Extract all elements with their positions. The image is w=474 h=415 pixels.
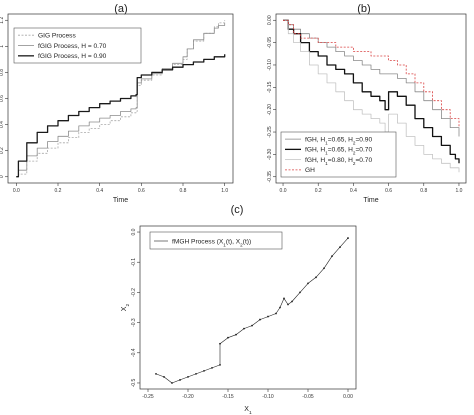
y-tick-label: 0.6 xyxy=(0,95,5,102)
y-tick-label: -0.20 xyxy=(267,104,273,116)
x-tick-label: 0.6 xyxy=(138,188,145,194)
series-line-2 xyxy=(283,19,460,173)
x-axis-title: Time xyxy=(113,197,128,204)
series-line-0 xyxy=(16,20,226,178)
data-point xyxy=(307,282,309,285)
x-tick-label: 0.6 xyxy=(385,188,392,194)
data-point xyxy=(339,246,341,249)
data-point xyxy=(219,363,221,366)
data-point xyxy=(323,267,325,270)
x-tick-label: -0.25 xyxy=(142,394,154,400)
series-line-0 xyxy=(155,237,349,384)
chart-panel-0: 0.0 0.2 0.4 0.6 0.8 1.0 0 0.2 0.4 0.6 0.8 1 1.2 Time G… xyxy=(0,13,234,204)
x-axis-title: X1 xyxy=(244,406,252,415)
legend-label: fGIG Process, H = 0.70 xyxy=(38,43,107,50)
chart-panel-1: 0.0 0.2 0.4 0.6 0.8 1.0 0.00 -0.05 -0.10 -0.15 -0.… xyxy=(267,13,467,204)
x-tick-label: -0.10 xyxy=(262,394,274,400)
series-line-1 xyxy=(283,19,460,164)
data-point xyxy=(315,276,317,279)
data-point xyxy=(163,376,165,378)
x-tick-label: 1.0 xyxy=(221,188,228,194)
y-tick-label: 0 xyxy=(0,175,5,178)
legend-label: GH xyxy=(305,167,315,174)
data-point xyxy=(195,373,197,375)
chart-panel-2: -0.25 -0.20 -0.15 -0.10 -0.05 0.00 -0.5 -0.4 -0.… xyxy=(121,225,357,415)
legend-label: GIG Process xyxy=(38,32,76,39)
x-tick-label: 0.0 xyxy=(13,188,20,194)
data-point xyxy=(235,333,237,336)
data-point xyxy=(275,312,277,315)
legend-box xyxy=(13,27,142,64)
y-tick-label: -0.30 xyxy=(267,148,273,160)
y-tick-label: -0.10 xyxy=(267,59,273,71)
x-tick-label: 1.0 xyxy=(455,188,462,194)
x-tick-label: 0.0 xyxy=(280,188,287,194)
x-axis-title: Time xyxy=(363,197,378,204)
x-tick-label: -0.20 xyxy=(182,394,194,400)
plot-frame xyxy=(275,13,467,184)
data-point xyxy=(251,324,253,327)
x-tick-label: 0.8 xyxy=(180,188,187,194)
y-tick-label: -0.25 xyxy=(267,126,273,138)
data-point xyxy=(155,373,157,375)
legend-label: fGH, H1=0.80, H2=0.70 xyxy=(305,157,372,166)
data-point xyxy=(347,237,349,239)
data-point xyxy=(279,306,281,309)
data-point xyxy=(299,291,301,294)
y-tick-label: 0.00 xyxy=(267,15,273,25)
plot-frame xyxy=(139,225,357,390)
x-tick-label: 0.2 xyxy=(315,188,322,194)
data-point xyxy=(283,297,285,300)
legend-box xyxy=(149,231,283,250)
legend-label: fGIG Process, H = 0.90 xyxy=(38,53,107,60)
y-tick-label: 0.0 xyxy=(131,228,137,235)
data-point xyxy=(211,366,213,369)
y-tick-label: 0.2 xyxy=(0,147,5,154)
y-tick-label: -0.2 xyxy=(131,288,137,297)
series-line-0 xyxy=(283,19,460,137)
legend-label: fMGH Process (X1(t), X2(t)) xyxy=(172,238,251,247)
y-tick-label: -0.4 xyxy=(131,348,137,357)
data-point xyxy=(219,342,221,345)
x-tick-label: 0.2 xyxy=(55,188,62,194)
y-tick-label: 0.8 xyxy=(0,69,5,76)
y-tick-label: -0.35 xyxy=(267,171,273,183)
x-tick-label: 0.8 xyxy=(420,188,427,194)
y-axis-title: X2 xyxy=(121,304,131,312)
x-tick-label: 0.4 xyxy=(96,188,103,194)
data-point xyxy=(203,369,205,372)
series-line-2 xyxy=(16,54,226,178)
legend-label: fGH, H1=0.65, H2=0.70 xyxy=(305,147,372,156)
data-point xyxy=(171,382,173,384)
data-point xyxy=(227,336,229,339)
x-tick-label: -0.05 xyxy=(302,394,314,400)
data-point xyxy=(259,318,261,321)
x-tick-label: -0.15 xyxy=(222,394,234,400)
panel-label-c: (c) xyxy=(231,204,244,216)
data-point xyxy=(179,379,181,381)
y-tick-label: 0.4 xyxy=(0,121,5,128)
series-line-3 xyxy=(283,19,460,128)
y-tick-label: -0.5 xyxy=(131,378,137,387)
x-tick-label: 0.00 xyxy=(343,394,353,400)
y-tick-label: 1.2 xyxy=(0,17,5,24)
y-tick-label: -0.15 xyxy=(267,81,273,93)
y-tick-label: 1 xyxy=(0,45,5,48)
data-point xyxy=(243,327,245,330)
data-point xyxy=(291,300,293,303)
data-point xyxy=(267,315,269,318)
panel-label-b: (b) xyxy=(357,3,370,15)
data-point xyxy=(287,303,289,306)
panel-label-a: (a) xyxy=(114,3,127,15)
series-line-1 xyxy=(16,22,226,178)
data-point xyxy=(187,376,189,378)
y-tick-label: -0.3 xyxy=(131,318,137,327)
y-tick-label: -0.1 xyxy=(131,258,137,267)
x-tick-label: 0.4 xyxy=(350,188,357,194)
legend-label: fGH, H1=0.65, H2=0.90 xyxy=(305,136,372,145)
data-point xyxy=(331,255,333,258)
y-tick-label: -0.05 xyxy=(267,37,273,49)
